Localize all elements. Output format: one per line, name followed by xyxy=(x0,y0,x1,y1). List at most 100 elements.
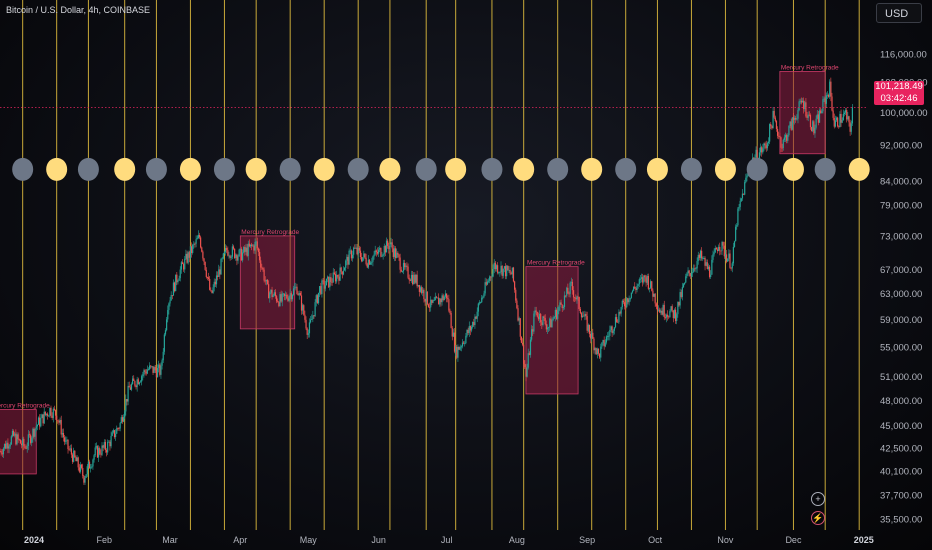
candle-body xyxy=(331,282,333,283)
candle-body xyxy=(295,286,297,288)
candle-body xyxy=(568,293,570,295)
candle-body xyxy=(543,316,545,318)
candle-body xyxy=(309,319,312,323)
candle-body xyxy=(224,248,227,252)
candle-body xyxy=(105,450,108,453)
y-tick-label: 40,100.00 xyxy=(880,466,922,477)
candle-body xyxy=(455,346,457,352)
candle-body xyxy=(365,257,367,265)
candle-body xyxy=(56,415,58,421)
candle-body xyxy=(345,260,347,268)
candle-body xyxy=(342,270,345,275)
candle-body xyxy=(19,439,22,444)
candle-body xyxy=(205,269,207,278)
candle-body xyxy=(544,317,546,325)
candle-body xyxy=(663,305,665,318)
candle-body xyxy=(11,430,14,437)
candle-body xyxy=(176,274,178,283)
candle-body xyxy=(813,121,815,134)
candle-body xyxy=(476,311,478,319)
candle-body xyxy=(554,309,557,318)
new-moon-marker xyxy=(680,157,702,181)
candle-body xyxy=(421,287,423,294)
candle-body xyxy=(231,246,233,257)
candle-body xyxy=(767,141,770,144)
retrograde-label: Mercury Retrograde xyxy=(527,260,585,267)
candle-body xyxy=(499,271,501,273)
candle-body xyxy=(441,295,443,303)
candle-body xyxy=(126,399,128,402)
candle-body xyxy=(526,367,528,377)
candle-body xyxy=(139,381,142,383)
candle-body xyxy=(475,316,477,319)
full-moon-marker xyxy=(445,157,467,181)
full-moon-marker xyxy=(114,157,136,181)
candle-body xyxy=(728,253,730,259)
candle-body xyxy=(443,296,445,301)
full-moon-marker xyxy=(245,157,267,181)
candle-body xyxy=(408,277,410,280)
candle-body xyxy=(26,446,28,449)
candle-body xyxy=(706,262,708,269)
plus-circle-icon[interactable]: + xyxy=(811,492,825,506)
candle-body xyxy=(550,318,552,328)
candle-body xyxy=(59,419,61,423)
candle-body xyxy=(438,297,440,305)
candle-body xyxy=(506,265,508,277)
candle-body xyxy=(28,434,31,436)
candle-body xyxy=(850,123,852,132)
y-tick-label: 35,500.00 xyxy=(880,514,922,525)
candle-body xyxy=(672,310,674,319)
candle-body xyxy=(297,294,299,296)
candle-body xyxy=(801,100,804,103)
candle-body xyxy=(732,246,734,264)
candle-body xyxy=(703,257,705,259)
candle-body xyxy=(108,441,110,443)
candle-body xyxy=(472,321,474,327)
candle-body xyxy=(481,297,483,303)
candle-body xyxy=(107,441,109,453)
candle-body xyxy=(673,309,676,319)
candle-body xyxy=(124,411,126,418)
candle-body xyxy=(784,135,787,138)
currency-button[interactable]: USD xyxy=(876,3,922,23)
candle-body xyxy=(299,292,301,296)
candle-body xyxy=(812,121,814,132)
candle-body xyxy=(350,250,352,259)
candle-body xyxy=(291,294,294,300)
lightning-circle-icon[interactable]: ⚡ xyxy=(811,511,825,525)
candle-body xyxy=(516,300,518,309)
candle-body xyxy=(298,292,300,296)
candle-body xyxy=(614,317,617,328)
candle-body xyxy=(586,316,588,331)
candle-body xyxy=(179,269,181,279)
candle-body xyxy=(762,148,764,153)
candle-body xyxy=(209,278,211,290)
candle-body xyxy=(238,249,240,257)
candle-body xyxy=(401,271,403,273)
price-axis[interactable]: 116,000.00108,000.00100,000.0092,000.008… xyxy=(880,50,928,526)
candle-body xyxy=(786,135,788,141)
time-axis[interactable]: 2024 Feb Mar Apr May Jun Jul Aug Sep Oct Nov Dec 202… xyxy=(24,535,874,545)
candle-body xyxy=(705,262,707,266)
candle-body xyxy=(457,346,459,358)
x-tick-label: Apr xyxy=(233,535,247,545)
candle-body xyxy=(659,309,661,313)
candle-body xyxy=(54,409,57,416)
candle-body xyxy=(676,314,678,321)
candle-body xyxy=(449,310,451,313)
candle-body xyxy=(725,254,728,262)
candle-body xyxy=(583,315,585,317)
candle-body xyxy=(27,434,29,447)
candle-body xyxy=(263,269,265,281)
y-tick-label: 48,000.00 xyxy=(880,396,922,407)
candle-body xyxy=(211,290,213,293)
candle-body xyxy=(33,428,35,437)
candlesticks xyxy=(0,77,853,486)
candle-body xyxy=(730,267,732,269)
full-moon-marker xyxy=(714,157,736,181)
candle-body xyxy=(190,246,193,253)
candle-body xyxy=(512,267,515,282)
